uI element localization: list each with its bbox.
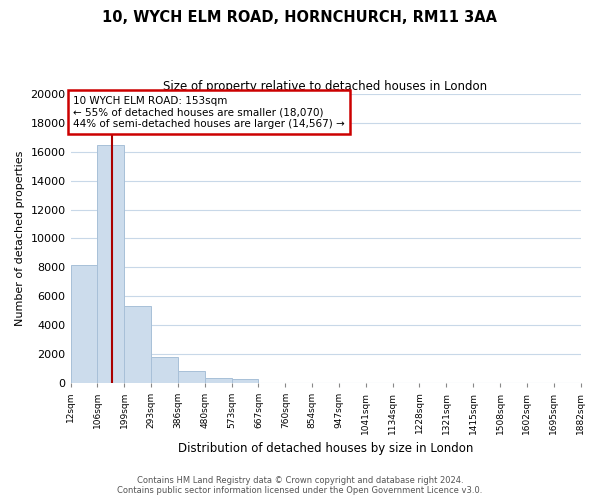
Bar bbox=[205, 378, 232, 382]
Text: Contains HM Land Registry data © Crown copyright and database right 2024.
Contai: Contains HM Land Registry data © Crown c… bbox=[118, 476, 482, 495]
Text: 10, WYCH ELM ROAD, HORNCHURCH, RM11 3AA: 10, WYCH ELM ROAD, HORNCHURCH, RM11 3AA bbox=[103, 10, 497, 25]
Text: 10 WYCH ELM ROAD: 153sqm
← 55% of detached houses are smaller (18,070)
44% of se: 10 WYCH ELM ROAD: 153sqm ← 55% of detach… bbox=[73, 96, 345, 129]
Y-axis label: Number of detached properties: Number of detached properties bbox=[15, 150, 25, 326]
Bar bbox=[124, 306, 151, 382]
Bar bbox=[151, 358, 178, 382]
Bar bbox=[97, 144, 124, 382]
Bar bbox=[232, 378, 259, 382]
Title: Size of property relative to detached houses in London: Size of property relative to detached ho… bbox=[163, 80, 488, 93]
Bar bbox=[178, 371, 205, 382]
X-axis label: Distribution of detached houses by size in London: Distribution of detached houses by size … bbox=[178, 442, 473, 455]
Bar bbox=[71, 265, 97, 382]
